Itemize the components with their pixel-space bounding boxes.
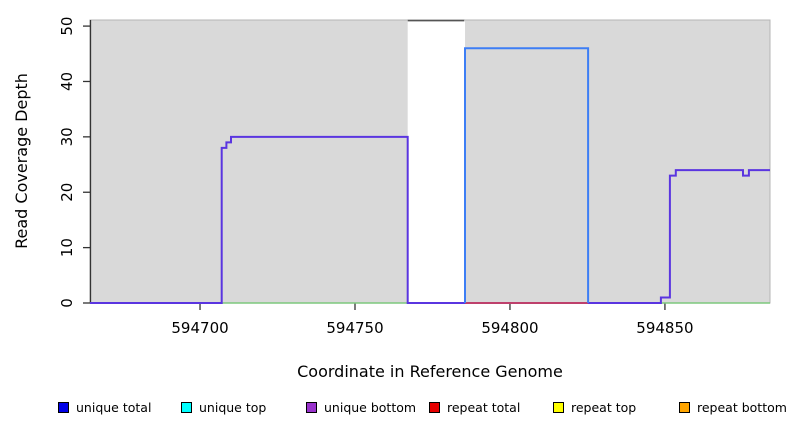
y-tick-label: 30 [58, 127, 76, 146]
series-unique-total-pulse [464, 47, 590, 303]
legend-entry-unique-total: unique total [58, 398, 151, 416]
legend-entry-repeat-total: repeat total [429, 398, 520, 416]
y-axis-title: Read Coverage Depth [12, 73, 31, 249]
legend-label: repeat total [447, 399, 521, 415]
series-unique-bottom-trace [90, 135, 770, 304]
legend-swatch-repeat-bottom [679, 401, 690, 413]
legend-swatch-unique-total [58, 401, 69, 413]
legend-swatch-unique-top [181, 401, 192, 413]
legend-entry-unique-top: unique top [181, 398, 266, 416]
y-tick-label: 50 [58, 17, 76, 36]
legend-label: unique total [76, 399, 152, 415]
y-tick-label: 20 [58, 183, 76, 202]
uncovered-region [407, 20, 466, 303]
legend-label: repeat top [571, 399, 637, 415]
y-tick-label: 40 [58, 72, 76, 91]
legend-label: unique top [199, 399, 267, 415]
legend-entry-repeat-top: repeat top [553, 398, 636, 416]
x-tick-label: 594700 [171, 319, 228, 337]
legend-swatch-unique-bottom [306, 401, 317, 413]
x-tick-label: 594850 [636, 319, 693, 337]
y-tick-label: 10 [58, 238, 76, 257]
x-tick-label: 594750 [326, 319, 383, 337]
x-axis-title: Coordinate in Reference Genome [297, 362, 563, 381]
y-tick-label: 0 [58, 298, 76, 308]
coverage-plot: 0 10 20 30 40 50 594700 594750 594800 594850 Coor… [12, 17, 771, 381]
legend-label: unique bottom [324, 399, 417, 415]
legend-label: repeat bottom [697, 399, 787, 415]
legend-swatch-repeat-total [429, 401, 440, 413]
x-tick-label: 594800 [481, 319, 538, 337]
legend-entry-unique-bottom: unique bottom [306, 398, 416, 416]
legend-entry-repeat-bottom: repeat bottom [679, 398, 787, 416]
legend: unique total unique top unique bottom repea… [0, 398, 792, 418]
legend-swatch-repeat-top [553, 401, 564, 413]
